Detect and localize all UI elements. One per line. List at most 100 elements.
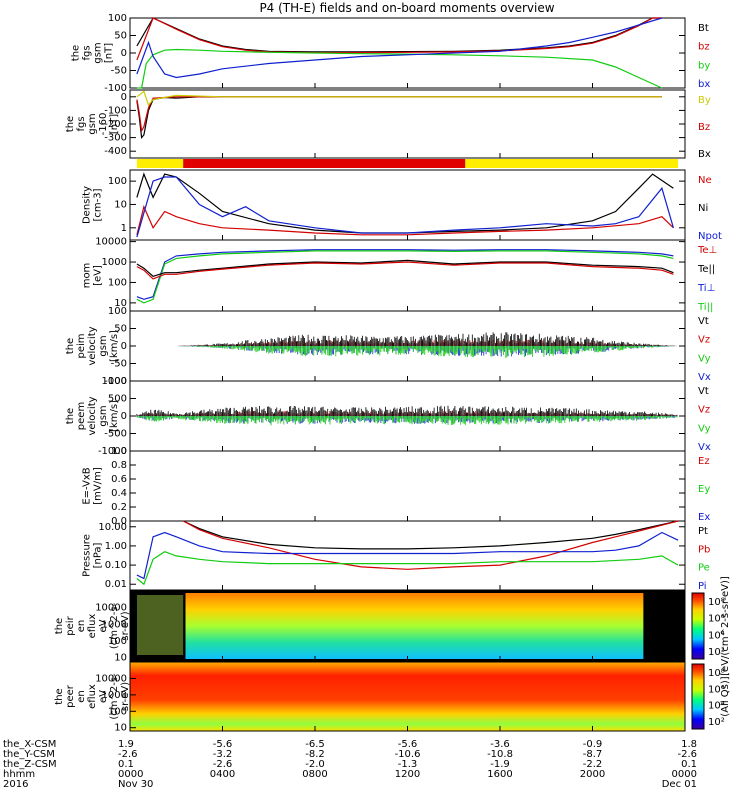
legend-entry: Ey xyxy=(698,484,710,495)
legend-entry: By xyxy=(698,95,711,106)
colorbar-tick-label: 10² xyxy=(708,717,725,728)
y-axis-label: thepeerenefluxeV(cm^2-s-sr-eV) xyxy=(54,673,131,720)
y-tick-label: -100 xyxy=(104,376,127,387)
x-axis-tick-value: 2000 xyxy=(580,769,605,780)
y-tick-label: 50 xyxy=(114,324,127,335)
x-axis-tick-value: 0.1 xyxy=(118,759,134,770)
series-line-Ti|| xyxy=(136,250,674,304)
y-axis-label: thefgsgsm[nT] xyxy=(71,42,115,63)
panel-0: 100 50 0 -50 -100 thefgsgsm[nT] Bt bz by bx xyxy=(71,13,711,94)
y-tick-label: -400 xyxy=(104,146,127,157)
series-line-bx xyxy=(136,17,663,79)
velocity-trace xyxy=(136,416,678,426)
y-tick-label: 100 xyxy=(108,13,127,24)
y-tick-label: 0.10 xyxy=(105,560,127,571)
x-axis-row-label: 2016 xyxy=(3,779,28,790)
legend-entry: Bx xyxy=(698,149,711,160)
colorbar-tick-label: 10² xyxy=(708,647,725,658)
panel-5: 100 50 0 -50 -100 thepeimvelocitygsm[km/s] Vt V… xyxy=(65,306,711,387)
y-tick-label: 10 xyxy=(114,653,127,664)
legend-entry: Pe xyxy=(698,563,710,574)
y-tick-label: -50 xyxy=(111,359,127,370)
panel-frame xyxy=(129,17,686,89)
x-axis-tick-value: -3.6 xyxy=(490,739,510,750)
y-axis-label: thefgsgsm-160[nT] xyxy=(65,113,120,136)
velocity-trace xyxy=(136,405,678,416)
region-segment xyxy=(136,159,184,168)
legend-entry: bx xyxy=(698,79,710,90)
panel-1: 0 -100 -200 -300 -400 thefgsgsm-160[nT] By Bz Bx xyxy=(65,89,711,160)
series-line-Bt xyxy=(136,17,662,53)
x-axis-tick-value: -2.0 xyxy=(305,759,325,770)
y-tick-label: 500 xyxy=(108,394,127,405)
x-axis-tick-value: -0.9 xyxy=(583,739,603,750)
y-tick-label: 1.00 xyxy=(105,541,127,552)
y-tick-label: 50 xyxy=(114,31,127,42)
panel-9: 10000 1000 100 10 10⁸ 10⁶ 10⁴ 10²[eV/(cm^2-s-sr… xyxy=(54,576,731,676)
legend-entry: Pb xyxy=(698,544,710,555)
y-tick-label: 1 xyxy=(121,223,127,234)
colorbar-tick-label: 10⁶ xyxy=(708,684,725,695)
legend-entry: Ne xyxy=(698,175,712,186)
panel-10: 10000 1000 100 10 10⁸ 10⁶ 10⁴ 10²(All Qs)] thepe… xyxy=(54,661,731,734)
legend-entry: Vy xyxy=(698,353,711,364)
colorbar xyxy=(691,592,705,660)
legend-entry: Vz xyxy=(698,335,710,346)
series-line-Pt xyxy=(182,520,679,550)
panel-2 xyxy=(136,159,679,168)
x-axis-tick-value: 0400 xyxy=(210,769,235,780)
y-axis-label: thepeemvelocitygsm[km/s] xyxy=(65,396,120,435)
series-line-Pe xyxy=(136,551,679,586)
x-axis-tick-value: -8.2 xyxy=(305,749,325,760)
y-axis-label: E=-VxB[mV/m] xyxy=(82,467,104,505)
x-axis-row-label: the_X-CSM xyxy=(3,739,56,750)
y-tick-label: 10000 xyxy=(95,673,127,684)
series-line-bz xyxy=(136,17,662,61)
series-line-Ti⊥ xyxy=(136,249,674,300)
y-tick-label: -300 xyxy=(104,133,127,144)
y-tick-label: 0 xyxy=(121,48,127,59)
legend-entry: Vt xyxy=(698,386,709,397)
y-tick-label: -50 xyxy=(111,66,127,77)
y-tick-label: 0.2 xyxy=(111,502,127,513)
y-tick-label: 10 xyxy=(114,199,127,210)
panel-frame xyxy=(129,520,686,591)
y-tick-label: 100 xyxy=(108,277,127,288)
panel-7: 1.0 0.8 0.6 0.4 0.2 0.0 E=-VxB[mV/m] Ez Ey Ex xyxy=(82,446,711,527)
x-axis-tick-value: -2.6 xyxy=(677,749,697,760)
x-axis-tick-value: 1600 xyxy=(487,769,512,780)
y-tick-label: 0 xyxy=(121,411,127,422)
x-axis-row-label: the_Y-CSM xyxy=(3,749,55,760)
y-axis-label: Pressure[nPa] xyxy=(82,534,104,577)
plot-title: P4 (TH-E) fields and on-board moments ov… xyxy=(259,1,554,15)
panel-4: 10000 1000 100 10 mom[eV] Te⊥ Te|| Ti⊥ Ti|| xyxy=(82,237,718,313)
x-axis-tick-value: 1.8 xyxy=(681,739,697,750)
x-axis-tick-value: 1.9 xyxy=(118,739,134,750)
x-axis-tick-value: -8.7 xyxy=(583,749,603,760)
colorbar-tick-label: 10⁴ xyxy=(708,701,725,712)
legend-entry: Vx xyxy=(698,372,711,383)
legend-entry: Npot xyxy=(698,231,722,242)
x-axis-tick-value: 0000 xyxy=(672,769,697,780)
colorbar-tick-label: 10⁸ xyxy=(708,668,725,679)
legend-entry: bz xyxy=(698,42,710,53)
legend-entry: Pi xyxy=(698,581,707,592)
y-tick-label: 10 xyxy=(114,298,127,309)
legend-entry: Te|| xyxy=(697,264,715,275)
y-tick-label: 0.0 xyxy=(111,516,127,527)
y-tick-label: -100 xyxy=(104,105,127,116)
series-line-Pi xyxy=(136,531,679,580)
legend-entry: Ti|| xyxy=(697,302,713,313)
region-segment xyxy=(183,159,466,168)
region-segment xyxy=(465,159,679,168)
series-line-Npot xyxy=(136,176,674,238)
colorbar-label: [eV/(cm^2-s-sr-eV)] xyxy=(720,576,731,676)
legend-entry: by xyxy=(698,60,710,71)
legend-entry: Vt xyxy=(698,316,709,327)
y-tick-label: 1000 xyxy=(102,690,127,701)
y-tick-label: 100 xyxy=(108,176,127,187)
colorbar xyxy=(691,663,705,730)
panel-frame xyxy=(129,169,686,241)
colorbar-tick-label: 10⁶ xyxy=(708,614,725,625)
